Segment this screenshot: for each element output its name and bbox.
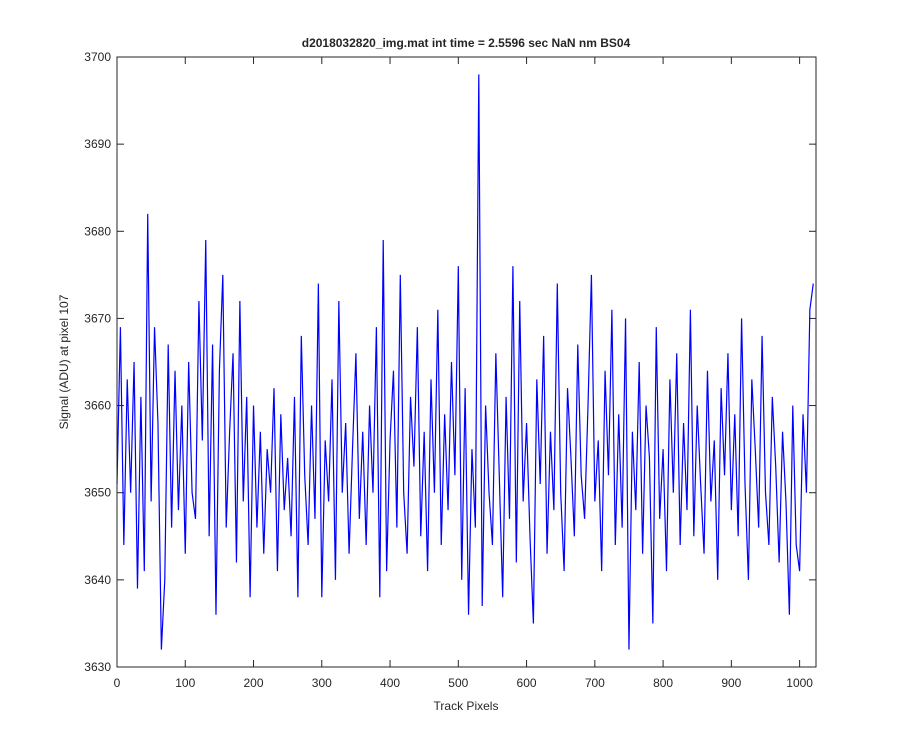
x-tick-label: 700 — [585, 676, 605, 690]
y-tick-label: 3660 — [84, 399, 111, 413]
y-tick-label: 3670 — [84, 311, 111, 325]
x-tick-label: 900 — [721, 676, 741, 690]
x-tick-label: 0 — [114, 676, 121, 690]
x-tick-label: 200 — [244, 676, 264, 690]
plot-frame — [116, 56, 817, 668]
x-tick-label: 500 — [448, 676, 468, 690]
data-line — [116, 74, 814, 650]
x-axis-label: Track Pixels — [434, 699, 499, 713]
y-axis-label: Signal (ADU) at pixel 107 — [57, 294, 71, 429]
y-tick-label: 3690 — [84, 137, 111, 151]
x-tick-label: 800 — [653, 676, 673, 690]
chart-title: d2018032820_img.mat int time = 2.5596 se… — [302, 36, 631, 50]
y-tick-label: 3650 — [84, 486, 111, 500]
x-tick-label: 600 — [517, 676, 537, 690]
y-tick-label: 3630 — [84, 660, 111, 674]
x-tick-label: 100 — [175, 676, 195, 690]
y-tick-label: 3700 — [84, 50, 111, 64]
x-tick-label: 400 — [380, 676, 400, 690]
x-tick-label: 1000 — [786, 676, 813, 690]
y-tick-label: 3680 — [84, 224, 111, 238]
x-tick-label: 300 — [312, 676, 332, 690]
y-tick-label: 3640 — [84, 573, 111, 587]
